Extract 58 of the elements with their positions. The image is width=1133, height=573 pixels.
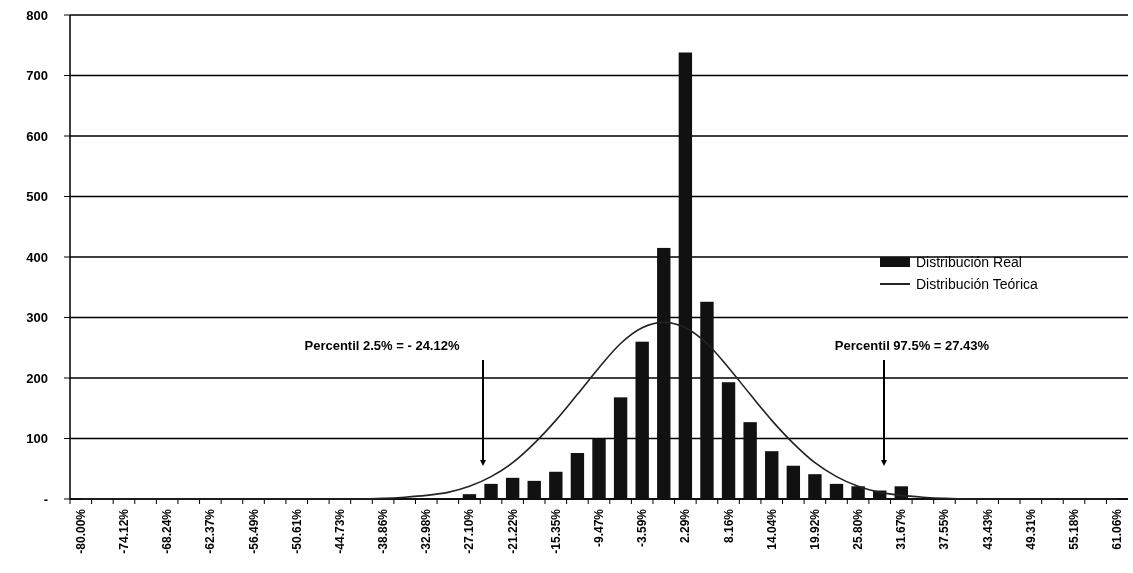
bar	[549, 471, 563, 499]
bar	[527, 480, 541, 499]
x-tick-label: -68.24%	[160, 508, 175, 554]
x-tick-label: 19.92%	[807, 508, 822, 550]
x-tick-label: -15.35%	[548, 508, 563, 554]
bar	[592, 438, 606, 499]
x-tick-label: 37.55%	[937, 508, 952, 550]
x-tick-label: 25.80%	[851, 508, 866, 550]
x-tick-label: 2.29%	[678, 508, 693, 544]
x-tick-label: -56.49%	[246, 508, 261, 554]
x-tick-label: -80.00%	[73, 508, 88, 554]
x-tick-label: -21.22%	[505, 508, 520, 554]
bar	[505, 477, 520, 499]
y-tick-label: 200	[26, 370, 48, 386]
bar	[657, 247, 671, 499]
x-tick-label: 55.18%	[1067, 508, 1082, 550]
bar	[462, 494, 477, 499]
bar	[613, 397, 628, 499]
x-tick-label: -74.12%	[116, 508, 131, 554]
x-tick-label: -32.98%	[419, 508, 434, 554]
bar	[808, 474, 822, 499]
x-tick-label: 8.16%	[721, 508, 736, 544]
bar	[851, 486, 865, 499]
y-tick-label: 100	[26, 431, 48, 447]
annotation: Percentil 97.5% = 27.43%	[834, 338, 990, 353]
legend-label: Distribución Real	[916, 253, 1022, 270]
bar	[700, 301, 714, 499]
x-tick-label: -27.10%	[462, 508, 477, 554]
y-tick-label: 600	[26, 128, 48, 144]
y-tick-label: 800	[26, 7, 48, 23]
bar	[721, 382, 736, 499]
bar	[786, 465, 801, 499]
bar	[765, 451, 779, 499]
x-tick-label: -9.47%	[592, 508, 606, 548]
x-tick-label: 49.31%	[1023, 508, 1038, 550]
x-tick-label: -38.86%	[376, 508, 391, 554]
bar	[829, 483, 844, 499]
y-tick-label: 500	[26, 189, 48, 205]
bar	[484, 483, 498, 499]
bar	[570, 453, 585, 499]
line-series	[80, 321, 1118, 500]
y-tick-label: 400	[26, 249, 48, 265]
x-tick-label: 61.06%	[1110, 508, 1125, 550]
y-tick-label: 300	[26, 310, 48, 326]
y-tick-label: 700	[26, 68, 48, 84]
bar	[743, 422, 757, 499]
x-tick-label: -44.73%	[332, 508, 347, 554]
legend-label: Distribución Teórica	[916, 275, 1039, 292]
x-tick-label: 31.67%	[894, 508, 909, 550]
y-tick-label: -	[43, 491, 48, 507]
x-tick-label: -62.37%	[203, 508, 218, 554]
x-tick-label: 43.43%	[980, 508, 995, 550]
x-tick-label: -3.59%	[635, 508, 650, 548]
x-tick-label: -50.61%	[289, 508, 304, 554]
bar	[678, 52, 693, 499]
annotation: Percentil 2.5% = - 24.12%	[304, 338, 460, 353]
bar	[635, 341, 649, 499]
x-tick-label: 14.04%	[764, 508, 779, 550]
